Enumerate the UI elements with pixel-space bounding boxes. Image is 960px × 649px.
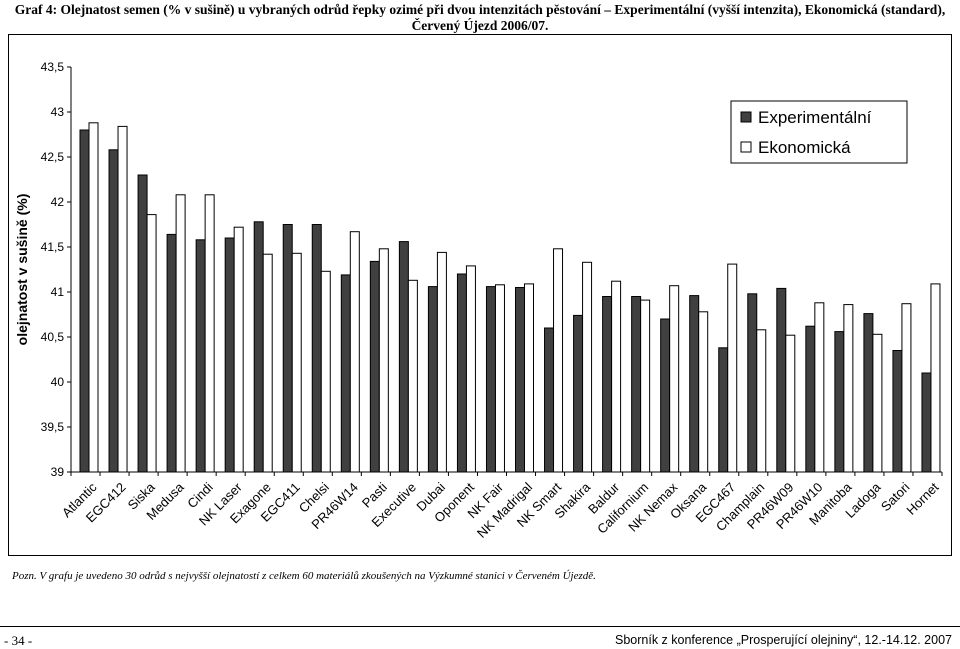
y-tick-label: 40 [51, 375, 65, 389]
bar-ekonomicka [494, 284, 505, 473]
bar-ekonomicka [669, 285, 680, 473]
bar-ekonomicka [465, 265, 476, 473]
y-tick-label: 41,5 [41, 240, 65, 254]
bar-experimentalni [921, 372, 932, 473]
bar-ekonomicka [407, 279, 418, 473]
bar-ekonomicka [262, 253, 273, 473]
bar-experimentalni [108, 149, 119, 473]
page-number: - 34 - [4, 633, 33, 648]
bar-ekonomicka [727, 263, 738, 473]
proceedings-source: Sborník z konference „Prosperující olejn… [615, 633, 952, 647]
bar-experimentalni [544, 327, 555, 473]
bar-experimentalni [427, 286, 438, 473]
bar-experimentalni [282, 224, 293, 473]
y-tick-label: 42,5 [41, 150, 65, 164]
bar-ekonomicka [291, 252, 302, 473]
bar-experimentalni [718, 347, 729, 473]
bar-experimentalni [515, 287, 525, 473]
bar-ekonomicka [582, 261, 593, 473]
bar-experimentalni [660, 318, 671, 473]
bar-experimentalni [602, 296, 613, 473]
y-axis-title: olejnatost v sušině (%) [14, 194, 30, 346]
bar-ekonomicka [436, 251, 447, 473]
bar-experimentalni [456, 273, 467, 473]
caption-line-1: Graf 4: Olejnatost semen (% v sušině) u … [14, 2, 946, 17]
bar-experimentalni [631, 296, 642, 473]
bar-experimentalni [166, 233, 177, 473]
y-tick-label: 39,5 [41, 420, 65, 434]
legend-label-experimentalni: Experimentální [758, 108, 872, 127]
bar-experimentalni [805, 325, 816, 473]
bar-experimentalni [224, 237, 235, 473]
bar-experimentalni [485, 286, 496, 473]
bar-ekonomicka [698, 311, 709, 473]
bar-experimentalni [834, 331, 845, 473]
y-tick-label: 43 [51, 105, 65, 119]
bar-experimentalni [79, 129, 90, 473]
bar-experimentalni [892, 350, 903, 473]
bar-chart: 39 39,5 40 40,5 41 41,5 42 42,5 43 43,5 olejnatost… [14, 60, 943, 541]
bar-experimentalni [340, 274, 351, 473]
bar-experimentalni [747, 293, 758, 473]
y-tick-label: 42 [51, 195, 65, 209]
bar-experimentalni [369, 260, 380, 473]
y-tick-label: 43,5 [41, 60, 65, 74]
bar-ekonomicka [378, 248, 389, 473]
bar-ekonomicka [349, 231, 360, 473]
bar-ekonomicka [756, 329, 767, 473]
bar-ekonomicka [320, 270, 331, 473]
chart-note: Pozn. V grafu je uvedeno 30 odrůd s nejv… [12, 570, 596, 582]
bar-experimentalni [195, 239, 206, 473]
bar-experimentalni [253, 221, 264, 473]
bar-ekonomicka [146, 214, 157, 473]
bar-ekonomicka [872, 333, 883, 473]
bar-ekonomicka [843, 304, 854, 473]
legend-box [730, 100, 908, 164]
chart-frame [8, 34, 952, 556]
bar-experimentalni [776, 287, 787, 473]
bar-experimentalni [137, 174, 148, 473]
x-category-label: Hornet [903, 479, 941, 517]
bar-ekonomicka [640, 299, 651, 473]
footer-divider [0, 626, 960, 627]
bar-ekonomicka [930, 283, 941, 473]
caption-line-2: Červený Újezd 2006/07. [411, 18, 549, 33]
bar-experimentalni [311, 224, 322, 473]
bar-ekonomicka [785, 334, 796, 473]
bar-experimentalni [689, 295, 700, 473]
bar-ekonomicka [88, 122, 99, 473]
bar-experimentalni [863, 313, 874, 473]
bar-ekonomicka [524, 283, 534, 473]
bar-ekonomicka [611, 280, 622, 473]
bar-ekonomicka [814, 302, 825, 473]
chart-caption: Graf 4: Olejnatost semen (% v sušině) u … [0, 2, 960, 34]
bar-ekonomicka [553, 248, 564, 473]
bar-ekonomicka [901, 303, 912, 473]
bar-experimentalni [573, 314, 584, 473]
y-tick-label: 40,5 [41, 330, 65, 344]
y-tick-label: 41 [51, 285, 65, 299]
bar-ekonomicka [117, 125, 128, 473]
bar-experimentalni [398, 241, 409, 473]
legend-swatch-ekonomicka [740, 141, 752, 153]
legend-swatch-experimentalni [740, 111, 752, 123]
bar-ekonomicka [175, 194, 186, 473]
y-tick-label: 39 [51, 465, 65, 479]
bar-ekonomicka [233, 226, 244, 473]
legend-label-ekonomicka: Ekonomická [758, 138, 851, 157]
bar-ekonomicka [204, 194, 215, 473]
